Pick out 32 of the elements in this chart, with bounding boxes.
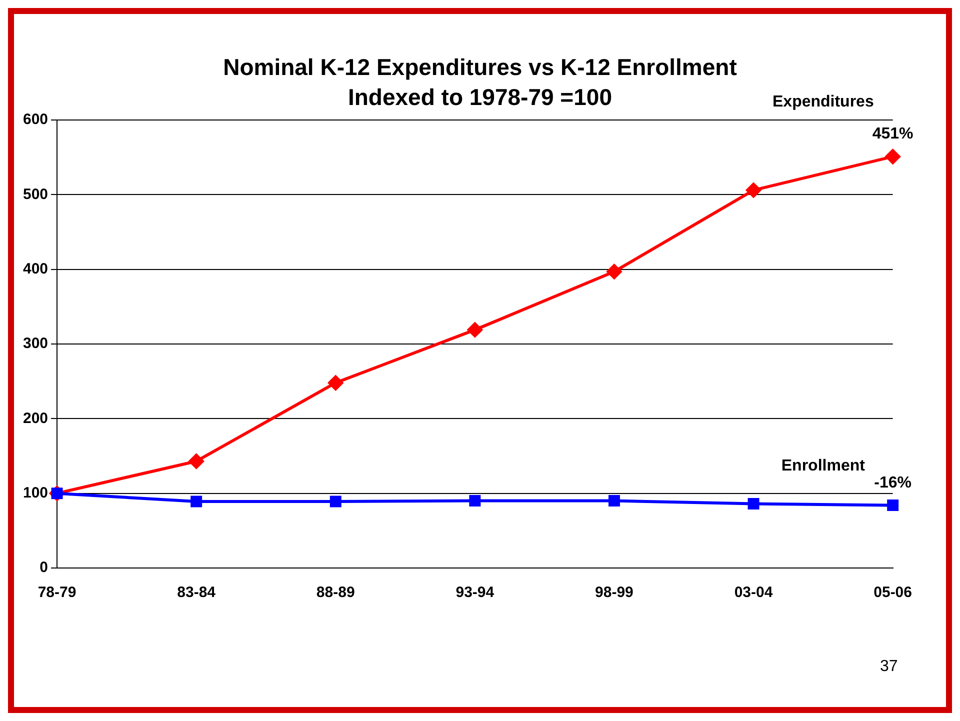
chart-title: Nominal K-12 Expenditures vs K-12 Enrollment Indexed to 1978-79 =100 (223, 54, 737, 110)
y-tick-label: 100 (22, 484, 48, 502)
x-tick-label: 03-04 (734, 584, 774, 602)
point (328, 375, 344, 390)
point (190, 496, 202, 508)
point (330, 496, 342, 508)
series-label: Enrollment (781, 457, 866, 474)
x-tick-label: 98-99 (595, 584, 634, 602)
x-tick-label: 93-94 (456, 584, 495, 602)
point (748, 498, 760, 510)
annotation: -16% (874, 474, 912, 492)
y-tick-label: 500 (22, 186, 48, 203)
annotation: 451% (872, 126, 914, 143)
point (885, 149, 900, 164)
point (469, 495, 481, 507)
point (188, 454, 204, 469)
text: 37 (880, 658, 898, 676)
y-tick-label: 200 (22, 410, 48, 427)
y-tick-label: 400 (22, 260, 48, 278)
point (606, 264, 622, 280)
y-tick-label: 300 (22, 335, 48, 352)
point (467, 322, 482, 338)
y-tick-label: 600 (22, 111, 48, 128)
point (887, 500, 899, 512)
point (746, 182, 762, 198)
y-tick-label: 0 (40, 559, 48, 576)
x-tick-label: 83-84 (177, 584, 216, 602)
text: Expenditures (772, 94, 874, 111)
x-tick-label: 78-79 (38, 584, 76, 602)
x-tick-label: 05-06 (874, 584, 912, 602)
x-tick-label: 88-89 (316, 584, 355, 602)
point (608, 495, 620, 507)
